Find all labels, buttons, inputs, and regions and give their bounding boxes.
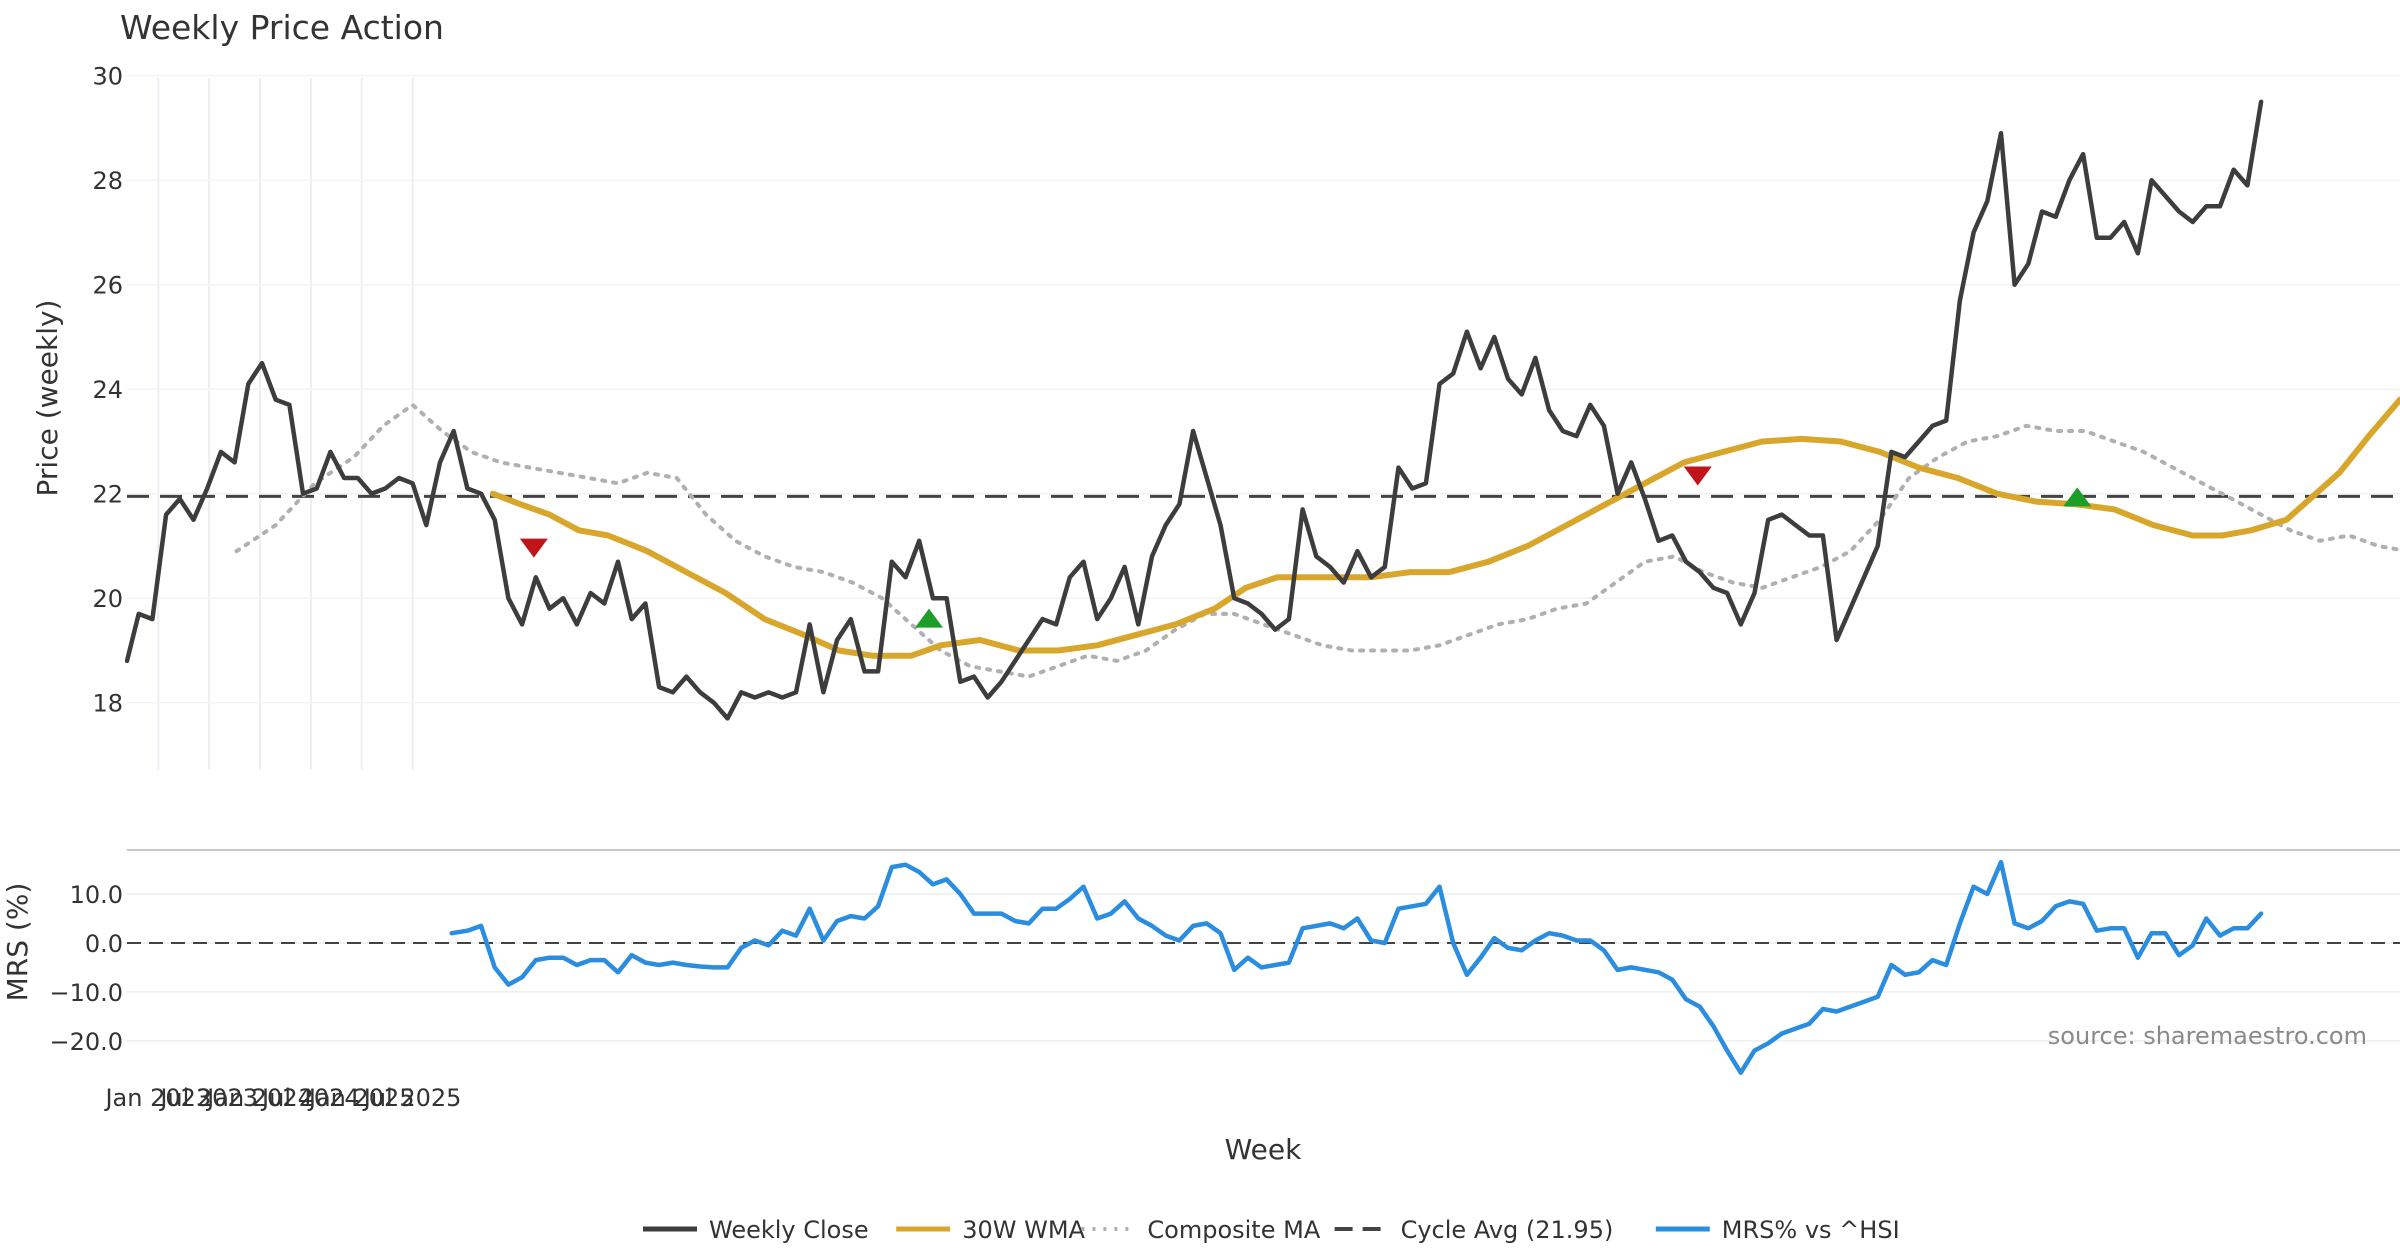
mrs-y-tick-label: 10.0	[70, 881, 123, 909]
sell-signal-marker	[1683, 466, 1712, 486]
mrs-y-tick-label: 0.0	[85, 930, 123, 958]
price-y-axis-label: Price (weekly)	[31, 300, 64, 497]
price-y-tick-label: 18	[92, 690, 123, 718]
wma-30-line	[489, 396, 2400, 659]
signal-markers	[519, 466, 2092, 628]
legend-label: Cycle Avg (21.95)	[1401, 1216, 1614, 1244]
x-tick-label: Jan 2024	[205, 1084, 313, 1112]
price-y-tick-label: 22	[92, 481, 123, 509]
weekly-close-line	[125, 99, 2264, 721]
price-y-axis-ticks: 18 20 22 24 26 28 30	[92, 63, 123, 718]
mrs-y-axis-label: MRS (%)	[1, 883, 34, 1002]
composite-ma-line	[234, 402, 2400, 679]
legend-item: Composite MA	[1081, 1216, 1321, 1244]
legend-item: MRS% vs ^HSI	[1655, 1216, 1900, 1244]
legend-label: Weekly Close	[709, 1216, 869, 1244]
buy-signal-marker	[2063, 487, 2092, 507]
x-tick-label: Jul 2024	[260, 1084, 360, 1112]
legend-item: Cycle Avg (21.95)	[1334, 1216, 1614, 1244]
source-credit: source: sharemaestro.com	[2048, 1022, 2367, 1050]
mrs-y-tick-label: −10.0	[49, 979, 123, 1007]
legend-item: 30W WMA	[896, 1216, 1086, 1244]
x-tick-label: Jul 2025	[362, 1084, 462, 1112]
legend-item: Weekly Close	[643, 1216, 869, 1244]
legend-label: Composite MA	[1147, 1216, 1320, 1244]
x-tick-label: Jul 2023	[158, 1084, 258, 1112]
sell-signal-marker	[519, 538, 548, 558]
mrs-y-tick-label: −20.0	[49, 1028, 123, 1056]
price-y-tick-label: 20	[92, 585, 123, 613]
price-panel-grid	[127, 74, 2400, 770]
mrs-y-axis-ticks: 10.0 0.0 −10.0 −20.0	[49, 881, 123, 1056]
mrs-line	[449, 859, 2264, 1075]
price-y-tick-label: 26	[92, 272, 123, 300]
chart-title: Weekly Price Action	[120, 8, 444, 47]
price-y-tick-label: 24	[92, 376, 123, 404]
chart-header: Weekly Price Action	[120, 8, 444, 47]
chart-legend: Weekly Close 30W WMA Composite MA Cycle Avg…	[643, 1216, 1900, 1244]
buy-signal-marker	[915, 608, 944, 628]
x-tick-label: Jan 2023	[103, 1084, 211, 1112]
series-group	[125, 99, 2400, 1075]
legend-label: MRS% vs ^HSI	[1722, 1216, 1900, 1244]
legend-label: 30W WMA	[962, 1216, 1085, 1244]
x-axis-label: Week	[1225, 1133, 1302, 1166]
price-y-tick-label: 30	[92, 63, 123, 91]
price-y-tick-label: 28	[92, 167, 123, 195]
series-layer	[125, 99, 2400, 1075]
x-tick-label: Jan 2025	[307, 1084, 415, 1112]
